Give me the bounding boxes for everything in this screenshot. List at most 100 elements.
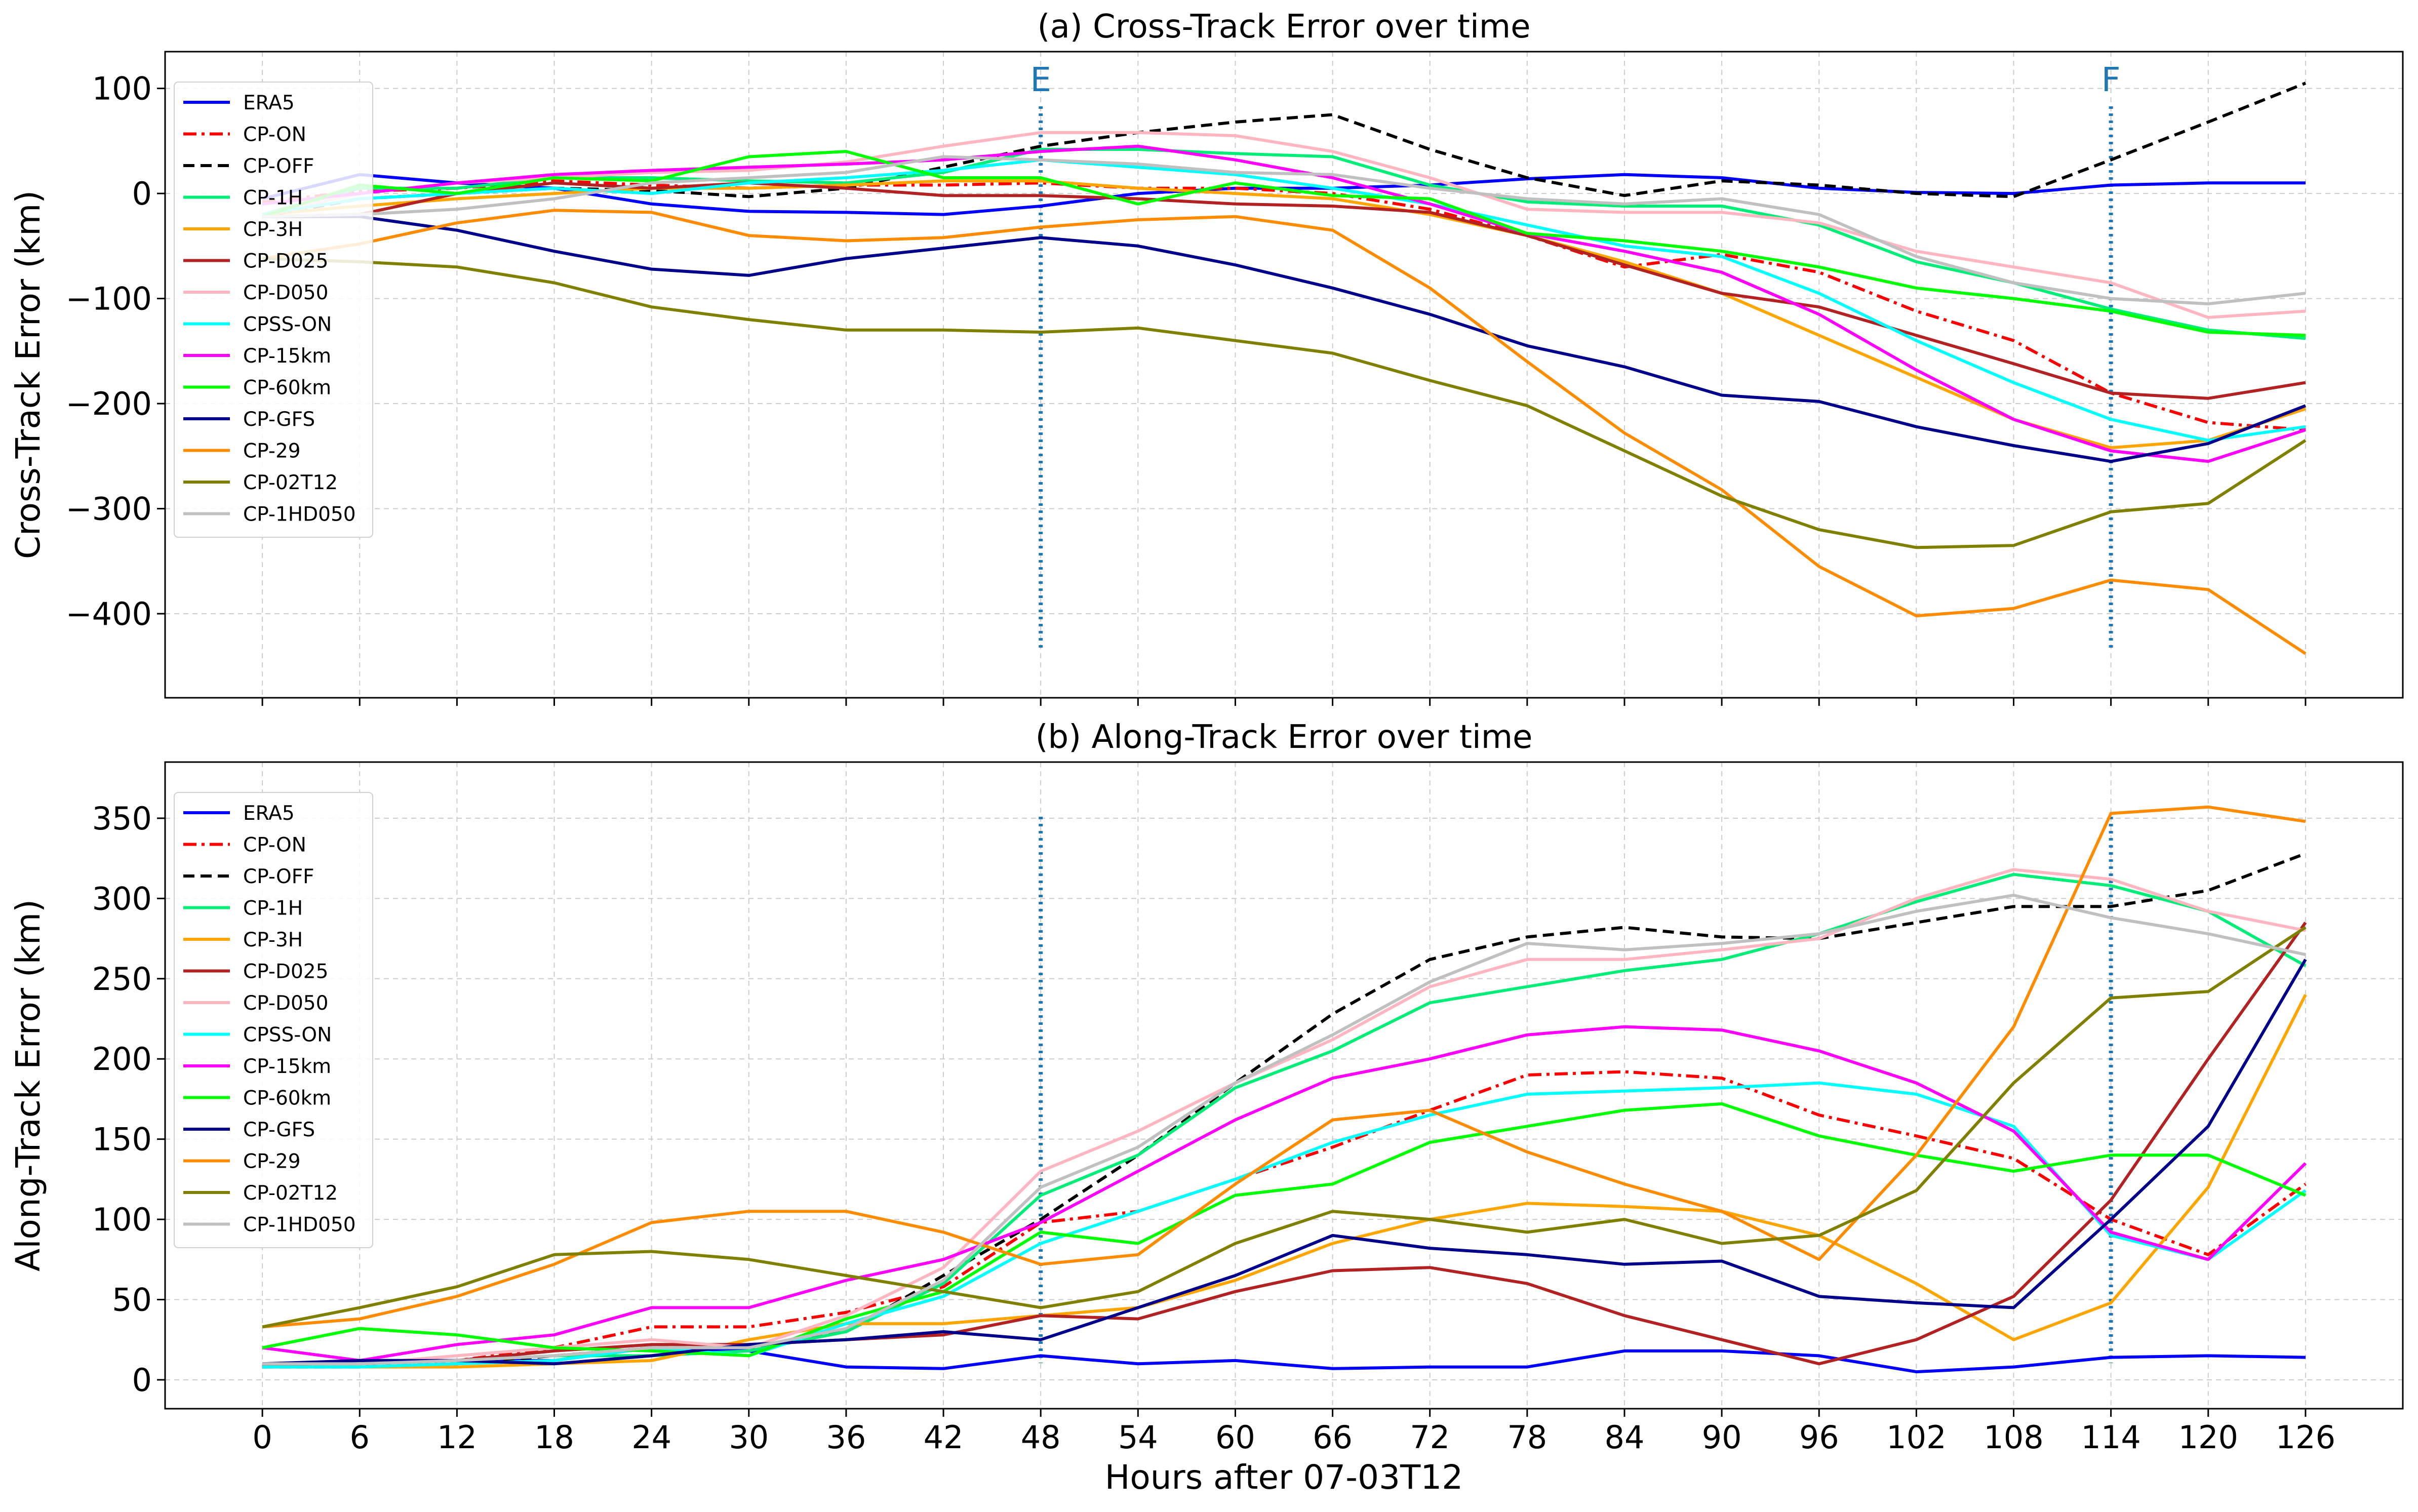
- axes-frame: [164, 761, 2404, 1410]
- series-line-cp-29: [262, 209, 2307, 655]
- axes-frame: [164, 51, 2404, 699]
- legend-label: CP-ON: [243, 834, 306, 857]
- x-tick-label: 120: [2178, 1419, 2238, 1456]
- series-line-cp-15km: [262, 144, 2306, 463]
- x-tick-label: 60: [1215, 1419, 1255, 1456]
- series-line-cp-1hd050: [262, 894, 2306, 1366]
- x-tick-label: 78: [1507, 1419, 1547, 1456]
- x-tick-label: 102: [1886, 1419, 1946, 1456]
- x-tick-label: 84: [1605, 1419, 1645, 1456]
- legend-label: CP-D050: [243, 992, 328, 1015]
- legend-label: CPSS-ON: [243, 313, 332, 336]
- legend-label: CP-15km: [243, 1055, 331, 1078]
- legend-label: CP-3H: [243, 218, 303, 241]
- y-tick-label: 50: [112, 1282, 152, 1319]
- series-line-cp-gfs: [262, 959, 2307, 1366]
- panel-cross-track: (a) Cross-Track Error over time 100 0 −100 −…: [9, 8, 2404, 706]
- x-tick-label: 12: [437, 1419, 477, 1456]
- x-axis-label: Hours after 07-03T12: [1105, 1458, 1463, 1497]
- legend-label: CP-60km: [243, 1087, 331, 1110]
- legend-label: CP-OFF: [243, 155, 314, 178]
- legend-label: CPSS-ON: [243, 1024, 332, 1047]
- series-line-cp-on: [262, 1070, 2307, 1366]
- legend-label: CP-29: [243, 1150, 301, 1173]
- y-tick-label: −300: [66, 491, 152, 528]
- series-line-cpss-on: [262, 158, 2306, 442]
- x-tick-label: 72: [1410, 1419, 1450, 1456]
- y-tick-label: 200: [92, 1041, 152, 1078]
- series-line-cp-29: [262, 805, 2306, 1329]
- legend-label: CP-GFS: [243, 1119, 315, 1141]
- legend-label: ERA5: [243, 802, 295, 825]
- series-line-cp-on: [262, 179, 2306, 431]
- series-line-cp-off: [262, 82, 2307, 218]
- legend-label: CP-02T12: [243, 1182, 338, 1205]
- x-tick-label: 54: [1118, 1419, 1158, 1456]
- x-tick-label: 18: [534, 1419, 574, 1456]
- legend: ERA5 CP-ON CP-OFF CP-1H CP-3H CP-D025 CP-D050 C…: [174, 792, 373, 1248]
- legend-label: CP-D025: [243, 250, 328, 273]
- x-tick-label: 36: [826, 1419, 866, 1456]
- legend-label: CP-60km: [243, 377, 331, 400]
- event-label: F: [2102, 60, 2121, 99]
- x-tick-label: 108: [1984, 1419, 2043, 1456]
- y-axis-label: Cross-Track Error (km): [9, 190, 48, 559]
- y-axis-label: Along-Track Error (km): [9, 899, 48, 1271]
- series-line-cp-3h: [262, 994, 2307, 1369]
- legend-label: CP-1HD050: [243, 503, 356, 526]
- x-tick-label: 6: [350, 1419, 370, 1456]
- chart-title: (b) Along-Track Error over time: [1036, 719, 1533, 756]
- x-tick-label: 30: [729, 1419, 769, 1456]
- legend-label: CP-GFS: [243, 408, 315, 431]
- x-tick-label: 0: [252, 1419, 272, 1456]
- event-label: E: [1030, 60, 1051, 99]
- y-tick-label: −200: [66, 385, 152, 422]
- series-line-cp-60km: [262, 150, 2306, 337]
- legend-box: [174, 82, 373, 538]
- series-line-cp-d025: [262, 181, 2306, 400]
- series-line-cp-d050: [262, 868, 2306, 1366]
- series-line-cp-gfs: [262, 215, 2306, 463]
- y-tick-label: 100: [92, 1201, 152, 1238]
- series-line-cp-3h: [262, 179, 2306, 450]
- y-tick-label: 350: [92, 800, 152, 837]
- series-line-cp-d050: [262, 131, 2306, 319]
- y-tick-label: 0: [132, 1362, 152, 1399]
- series-line-cp-1hd050: [262, 155, 2306, 305]
- legend-label: CP-1H: [243, 897, 303, 920]
- y-tick-label: 100: [92, 70, 152, 107]
- x-tick-label: 126: [2276, 1419, 2335, 1456]
- series-line-cpss-on: [262, 1081, 2307, 1369]
- x-tick-label: 66: [1313, 1419, 1353, 1456]
- series-line-cp-02t12: [262, 257, 2307, 549]
- y-tick-label: 250: [92, 961, 152, 998]
- legend-box: [174, 792, 373, 1248]
- series-line-cp-60km: [262, 1102, 2307, 1358]
- legend-label: CP-ON: [243, 124, 306, 146]
- legend-label: CP-1H: [243, 187, 303, 210]
- y-tick-label: 0: [132, 175, 152, 212]
- series-line-cp-15km: [262, 1025, 2307, 1362]
- x-tick-label: 42: [924, 1419, 964, 1456]
- y-tick-label: 300: [92, 880, 152, 917]
- x-tick-label: 90: [1702, 1419, 1742, 1456]
- x-tick-label: 48: [1021, 1419, 1061, 1456]
- legend-label: CP-29: [243, 440, 301, 463]
- legend-label: CP-3H: [243, 929, 303, 951]
- legend-label: CP-02T12: [243, 471, 338, 494]
- series-line-cp-1h: [262, 872, 2307, 1366]
- legend-label: CP-OFF: [243, 865, 314, 888]
- legend-label: CP-1HD050: [243, 1214, 356, 1237]
- y-tick-label: −400: [66, 595, 152, 632]
- y-tick-label: 150: [92, 1121, 152, 1158]
- panel-along-track: (b) Along-Track Error over time 0 6 12 18 24 3…: [9, 719, 2404, 1497]
- y-tick-label: −100: [66, 281, 152, 317]
- series-line-cp-1h: [262, 148, 2306, 340]
- legend-label: CP-D050: [243, 282, 328, 304]
- series-line-cp-d025: [262, 922, 2307, 1369]
- series-line-cp-02t12: [262, 926, 2307, 1329]
- x-tick-label: 24: [631, 1419, 671, 1456]
- legend-label: CP-15km: [243, 345, 331, 368]
- x-tick-label: 96: [1799, 1419, 1839, 1456]
